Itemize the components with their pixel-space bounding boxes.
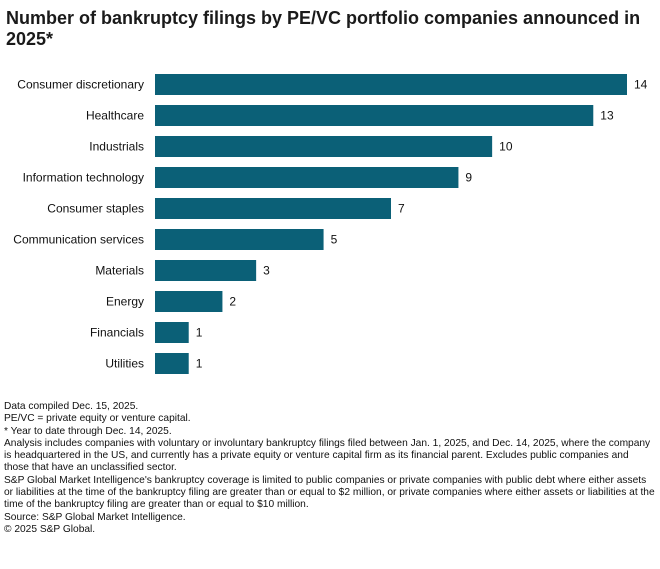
note-coverage: S&P Global Market Intelligence's bankrup…: [4, 474, 655, 511]
note-data-compiled: Data compiled Dec. 15, 2025.: [4, 401, 139, 412]
value-label-financials: 1: [196, 326, 203, 340]
value-label-information-technology: 9: [465, 171, 472, 185]
value-label-materials: 3: [263, 264, 270, 278]
note-analysis-scope: Analysis includes companies with volunta…: [4, 437, 651, 474]
chart-title: Number of bankruptcy filings by PE/VC po…: [6, 8, 641, 49]
bar-information-technology: [155, 167, 459, 188]
category-label-healthcare: Healthcare: [86, 109, 144, 123]
category-label-energy: Energy: [106, 295, 144, 309]
value-label-healthcare: 13: [600, 109, 614, 123]
note-copyright: © 2025 S&P Global.: [4, 523, 96, 535]
value-label-industrials: 10: [499, 140, 513, 154]
bar-materials: [155, 260, 257, 281]
bar-financials: [155, 322, 189, 343]
category-label-financials: Financials: [90, 326, 144, 340]
bar-energy: [155, 291, 223, 312]
note-pevc-definition: PE/VC = private equity or venture capita…: [4, 413, 191, 425]
category-label-materials: Materials: [95, 264, 144, 278]
value-label-energy: 2: [229, 295, 236, 309]
category-label-information-technology: Information technology: [23, 171, 144, 185]
category-label-communication-services: Communication services: [13, 233, 144, 247]
value-label-utilities: 1: [196, 357, 203, 371]
category-label-consumer-staples: Consumer staples: [47, 202, 144, 216]
bar-industrials: [155, 136, 493, 157]
value-label-consumer-staples: 7: [398, 202, 405, 216]
note-year-to-date: * Year to date through Dec. 14, 2025.: [4, 425, 172, 437]
category-label-industrials: Industrials: [89, 140, 144, 154]
value-label-consumer-discretionary: 14: [634, 78, 648, 92]
category-label-utilities: Utilities: [105, 357, 144, 371]
bar-healthcare: [155, 105, 594, 126]
value-label-communication-services: 5: [331, 233, 338, 247]
bar-utilities: [155, 353, 189, 374]
chart-notes: Data compiled Dec. 15, 2025. PE/VC = pri…: [4, 401, 656, 536]
note-source: Source: S&P Global Market Intelligence.: [4, 511, 186, 523]
bar-consumer-discretionary: [155, 74, 627, 95]
category-label-consumer-discretionary: Consumer discretionary: [17, 78, 144, 92]
bar-communication-services: [155, 229, 324, 250]
bar-consumer-staples: [155, 198, 391, 219]
